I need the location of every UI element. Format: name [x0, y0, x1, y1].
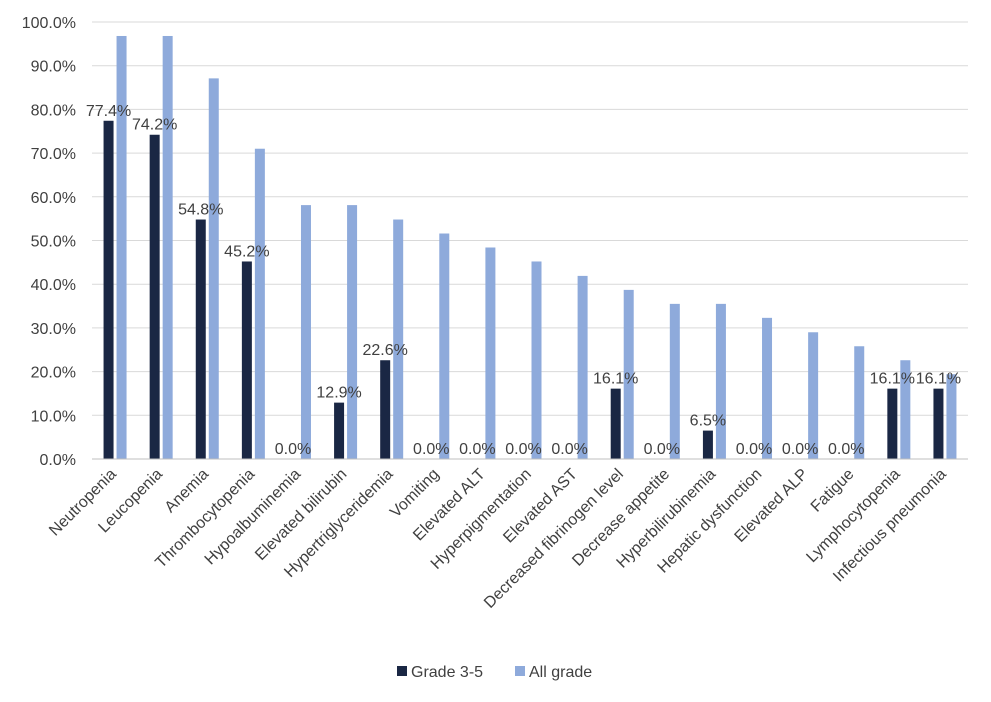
bar-all-grade-fatigue [854, 346, 865, 459]
bars [103, 35, 957, 460]
bar-all-grade-hepatic-dysfunction [762, 317, 773, 459]
y-tick-label: 30.0% [31, 321, 76, 338]
bar-all-grade-hypertriglyceridemia [393, 219, 404, 459]
data-label-grade-3-5-fatigue: 0.0% [828, 441, 864, 458]
x-axis-category-labels: NeutropeniaLeucopeniaAnemiaThrombocytope… [46, 466, 950, 612]
bar-all-grade-decrease-appetite [669, 303, 680, 459]
bar-all-grade-elevated-bilirubin [347, 205, 358, 459]
data-label-grade-3-5-decrease-appetite: 0.0% [644, 441, 680, 458]
data-label-grade-3-5-neutropenia: 77.4% [86, 103, 131, 120]
bar-grade-3-5-neutropenia [103, 120, 114, 460]
bar-all-grade-decreased-fibrinogen-level [623, 289, 634, 459]
bar-all-grade-infectious-pneumonia [946, 374, 957, 459]
y-axis-ticks: 0.0% 10.0% 20.0% 30.0% 40.0% 50.0% 60.0% 70.0% 8… [22, 15, 76, 469]
bar-all-grade-elevated-alt [485, 247, 496, 459]
bar-all-grade-leucopenia [162, 35, 173, 459]
data-label-grade-3-5-infectious-pneumonia: 16.1% [916, 371, 961, 388]
bar-all-grade-lymphocytopenia [900, 360, 911, 459]
legend-label-all-grade: All grade [529, 664, 592, 681]
data-label-grade-3-5-hyperpigmentation: 0.0% [505, 441, 541, 458]
data-label-grade-3-5-hyperbilirubinemia: 6.5% [690, 413, 726, 430]
y-tick-label: 70.0% [31, 146, 76, 163]
data-label-grade-3-5-anemia: 54.8% [178, 202, 223, 219]
data-label-grade-3-5-vomiting: 0.0% [413, 441, 449, 458]
data-label-grade-3-5-hypoalbuminemia: 0.0% [275, 441, 311, 458]
data-label-grade-3-5-hypertriglyceridemia: 22.6% [362, 342, 407, 359]
data-label-grade-3-5-elevated-alp: 0.0% [782, 441, 818, 458]
y-tick-label: 10.0% [31, 408, 76, 425]
data-label-grade-3-5-elevated-bilirubin: 12.9% [316, 385, 361, 402]
bar-all-grade-elevated-ast [577, 275, 588, 459]
bar-grade-3-5-infectious-pneumonia [933, 388, 944, 459]
y-tick-label: 20.0% [31, 365, 76, 382]
y-tick-label: 40.0% [31, 277, 76, 294]
data-label-grade-3-5-elevated-alt: 0.0% [459, 441, 495, 458]
legend-label-grade-3-5: Grade 3-5 [411, 664, 483, 681]
bar-grade-3-5-decreased-fibrinogen-level [610, 388, 621, 459]
y-tick-label: 50.0% [31, 234, 76, 251]
legend-swatch-grade-3-5 [397, 666, 407, 676]
bar-all-grade-thrombocytopenia [254, 148, 265, 460]
gridlines [92, 21, 968, 416]
bar-grade-3-5-elevated-bilirubin [334, 402, 345, 459]
bar-grade-3-5-hypertriglyceridemia [380, 360, 391, 459]
bar-grade-3-5-thrombocytopenia [241, 261, 252, 459]
data-labels: 77.4%74.2% 54.8% 45.2% 0.0% 12.9% 22.6% 0.0% 0.… [86, 103, 961, 458]
bar-all-grade-neutropenia [116, 35, 127, 459]
legend: Grade 3-5 All grade [397, 664, 592, 681]
y-tick-label: 90.0% [31, 59, 76, 76]
data-label-grade-3-5-decreased-fibrinogen-level: 16.1% [593, 371, 638, 388]
data-label-grade-3-5-hepatic-dysfunction: 0.0% [736, 441, 772, 458]
y-tick-label: 80.0% [31, 102, 76, 119]
bar-grade-3-5-leucopenia [149, 134, 160, 459]
data-label-grade-3-5-thrombocytopenia: 45.2% [224, 243, 269, 260]
bar-all-grade-hypoalbuminemia [300, 205, 311, 459]
y-tick-label: 100.0% [22, 15, 76, 32]
bar-grade-3-5-anemia [195, 219, 206, 459]
bar-all-grade-elevated-alp [808, 332, 819, 459]
bar-all-grade-hyperbilirubinemia [715, 303, 726, 459]
bar-grade-3-5-hyperbilirubinemia [702, 430, 713, 459]
data-label-grade-3-5-elevated-ast: 0.0% [551, 441, 587, 458]
bar-all-grade-anemia [208, 78, 219, 460]
bar-all-grade-hyperpigmentation [531, 261, 542, 459]
data-label-grade-3-5-leucopenia: 74.2% [132, 117, 177, 134]
bar-all-grade-vomiting [439, 233, 450, 459]
y-tick-label: 60.0% [31, 190, 76, 207]
bar-grade-3-5-lymphocytopenia [887, 388, 898, 459]
legend-swatch-all-grade [515, 666, 525, 676]
y-tick-label: 0.0% [40, 452, 76, 469]
data-label-grade-3-5-lymphocytopenia: 16.1% [870, 371, 915, 388]
